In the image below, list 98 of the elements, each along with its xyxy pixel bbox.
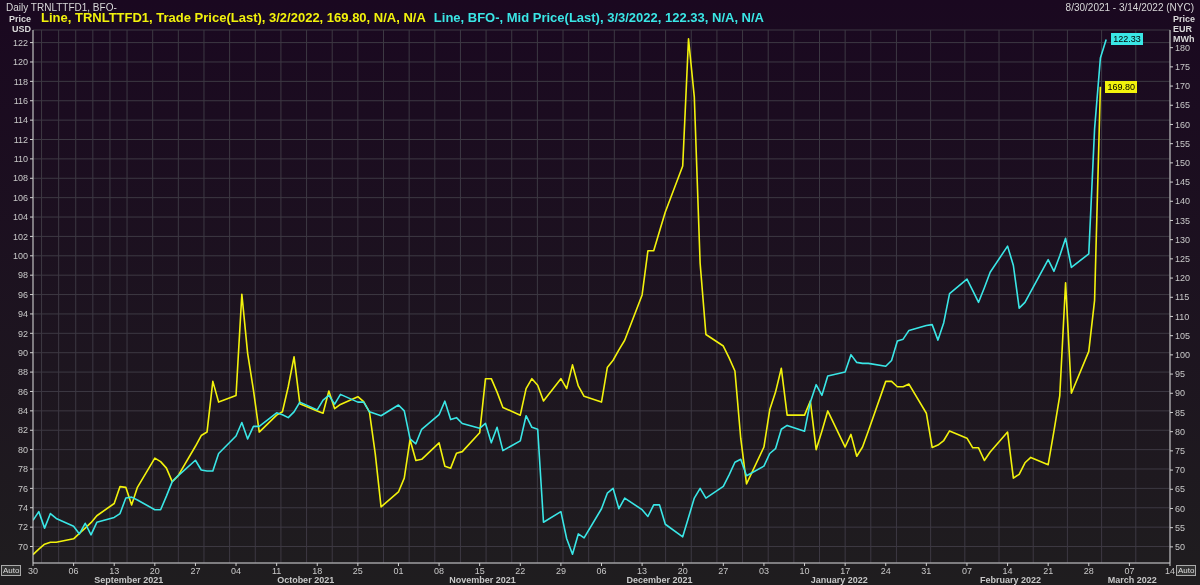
y-tick-label: 76 (17, 483, 28, 494)
y2-tick-label: 145 (1175, 177, 1191, 188)
y-tick-label: 88 (17, 367, 28, 378)
x-tick-label: 21 (1043, 566, 1054, 577)
y-tick-label: 122 (12, 37, 28, 48)
auto-button: Auto (1, 565, 22, 576)
y2-tick-label: 120 (1175, 273, 1191, 284)
y-tick-label: 94 (17, 309, 28, 320)
x-tick-label: 28 (1083, 566, 1094, 577)
y-tick-label: 116 (13, 95, 28, 106)
y2-tick-label: 80 (1175, 426, 1186, 437)
y2-tick-label: 95 (1175, 369, 1186, 380)
y2-tick-label: 105 (1175, 330, 1191, 341)
text: November 2021 (448, 575, 517, 585)
y-tick-label: 98 (17, 270, 28, 281)
text: February 2022 (978, 575, 1042, 585)
y2-tick-label: 90 (1175, 388, 1186, 399)
x-tick-label: 06 (68, 566, 79, 577)
x-tick-label: 14 (1164, 566, 1176, 577)
x-tick-label: 20 (677, 566, 688, 577)
y-tick-label: 80 (17, 444, 28, 455)
x-tick-label: 01 (393, 566, 404, 577)
x-tick-label: 25 (352, 566, 363, 577)
x-tick-label: 06 (596, 566, 607, 577)
y2-tick-label: 50 (1175, 542, 1186, 553)
x-tick-label: 08 (434, 566, 445, 577)
y2-tick-label: 125 (1175, 254, 1191, 265)
x-tick-label: 15 (474, 566, 485, 577)
y2-tick-label: 135 (1175, 215, 1191, 226)
x-tick-label: 17 (840, 566, 851, 577)
auto-button: Auto (1176, 565, 1197, 576)
data-label: 122.33 (1111, 33, 1143, 46)
x-tick-label: 30 (27, 566, 39, 577)
y2-tick-label: 60 (1175, 503, 1186, 514)
x-tick-label: 20 (149, 566, 160, 577)
y2-tick-label: 75 (1175, 446, 1186, 457)
y-axis-title: Price USD (7, 14, 31, 34)
y2-tick-label: 110 (1175, 311, 1190, 322)
x-tick-label: 13 (109, 566, 120, 577)
y-tick-label: 70 (17, 541, 28, 552)
y2-tick-label: 100 (1175, 350, 1191, 361)
x-tick-label: 07 (1124, 566, 1135, 577)
y-tick-label: 112 (13, 134, 28, 145)
x-tick-label: 31 (921, 566, 932, 577)
y-tick-label: 106 (12, 192, 28, 203)
y-tick-label: 96 (17, 289, 28, 300)
y-tick-label: 104 (12, 212, 28, 223)
x-tick-label: 29 (555, 566, 566, 577)
data-label: 169.80 (1105, 80, 1137, 93)
x-tick-label: 10 (799, 566, 810, 577)
x-tick-label: 13 (637, 566, 648, 577)
x-tick-label: 27 (190, 566, 201, 577)
chart-subtitle: 8/30/2021 - 3/14/2022 (NYC) (1065, 2, 1194, 13)
y2-tick-label: 170 (1175, 81, 1191, 92)
y-tick-label: 110 (13, 154, 28, 165)
text: January 2022 (809, 575, 869, 585)
y2-tick-label: 85 (1175, 407, 1186, 418)
y-tick-label: 120 (12, 57, 28, 68)
x-tick-label: 22 (515, 566, 526, 577)
y2-tick-label: 70 (1175, 465, 1186, 476)
y-tick-label: 92 (17, 328, 28, 339)
x-tick-label: 18 (312, 566, 323, 577)
y2-tick-label: 140 (1175, 196, 1191, 207)
text: September 2021 (93, 575, 165, 585)
y-tick-label: 84 (17, 406, 28, 417)
y-tick-label: 114 (13, 115, 28, 126)
y-tick-label: 90 (17, 347, 28, 358)
x-tick-label: 04 (231, 566, 242, 577)
y2-tick-label: 160 (1175, 119, 1191, 130)
x-tick-label: 24 (880, 566, 891, 577)
y2-tick-label: 165 (1175, 100, 1191, 111)
text: December 2021 (625, 575, 694, 585)
x-tick-label: 03 (758, 566, 769, 577)
x-tick-label: 11 (271, 566, 282, 577)
y2-tick-label: 65 (1175, 484, 1186, 495)
y-tick-label: 118 (13, 76, 28, 87)
y2-axis-title: Price EUR MWh (1173, 14, 1196, 44)
y-tick-label: 74 (17, 502, 28, 513)
y-tick-label: 82 (17, 425, 28, 436)
y2-tick-label: 155 (1175, 138, 1191, 149)
y2-tick-label: 150 (1175, 158, 1191, 169)
x-tick-label: 07 (961, 566, 972, 577)
y-tick-label: 72 (17, 522, 28, 533)
y-tick-label: 108 (12, 173, 28, 184)
x-tick-label: 27 (718, 566, 729, 577)
y2-tick-label: 180 (1175, 42, 1191, 53)
y-tick-label: 102 (12, 231, 28, 242)
y2-tick-label: 115 (1175, 292, 1190, 303)
x-tick-label: 14 (1002, 566, 1013, 577)
y2-tick-label: 175 (1175, 62, 1191, 73)
y-tick-label: 86 (17, 386, 28, 397)
y-tick-label: 100 (12, 250, 28, 261)
y2-tick-label: 130 (1175, 234, 1191, 245)
text: March 2022 (1106, 575, 1158, 585)
y2-tick-label: 55 (1175, 522, 1186, 533)
text: October 2021 (276, 575, 336, 585)
y-tick-label: 78 (17, 464, 28, 475)
text: Line, BFO-, Mid Price(Last), 3/3/2022, 122.33, N/A, N/A (433, 10, 764, 25)
